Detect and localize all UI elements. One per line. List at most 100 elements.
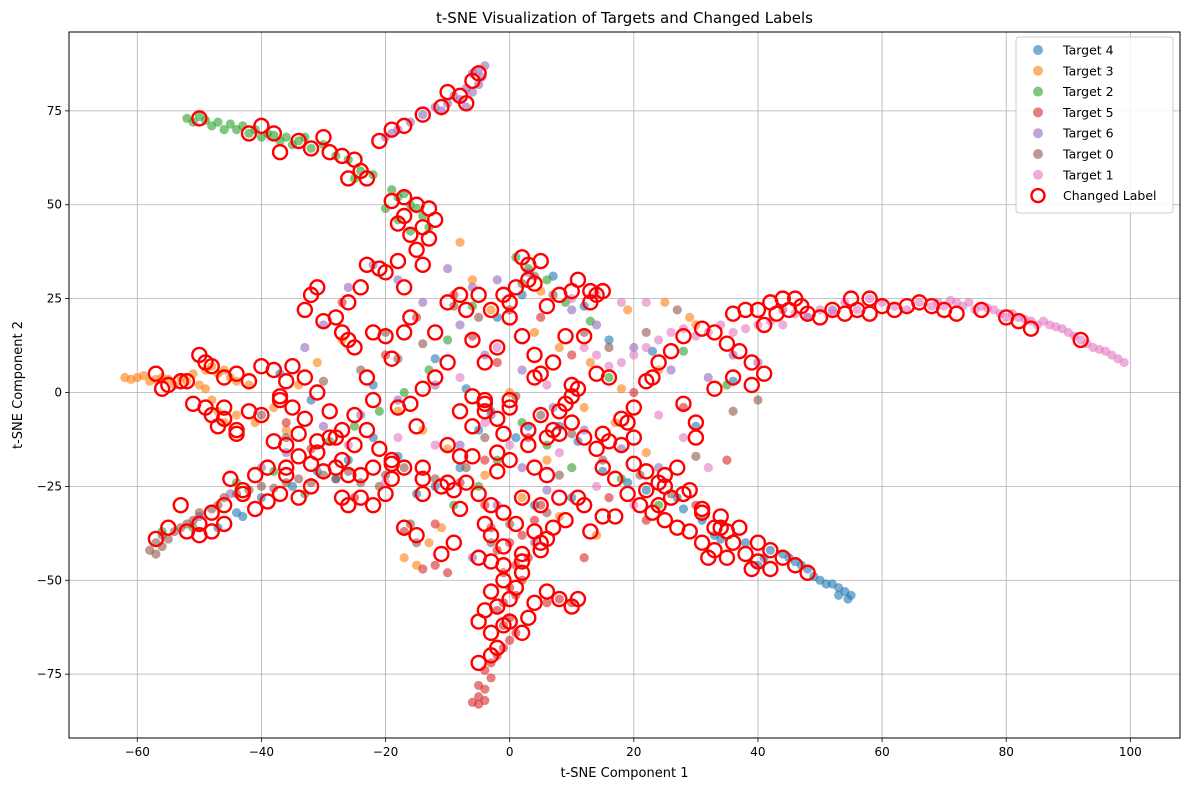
- changed-label-marker: [340, 170, 357, 187]
- changed-label-marker: [513, 489, 531, 506]
- changed-label-marker: [625, 429, 643, 446]
- data-point: [604, 493, 614, 503]
- changed-label-marker: [973, 301, 990, 319]
- x-tick-label: 100: [1119, 745, 1142, 759]
- changed-label-marker: [172, 496, 189, 514]
- changed-label-marker: [737, 545, 754, 563]
- data-point: [579, 342, 589, 353]
- changed-label-marker: [178, 373, 196, 390]
- changed-label-marker: [501, 590, 518, 608]
- data-point: [536, 410, 546, 420]
- data-point: [486, 673, 496, 683]
- data-point: [486, 305, 496, 315]
- data-point: [740, 324, 751, 334]
- data-point: [517, 365, 527, 375]
- y-tick-label: 50: [47, 198, 62, 212]
- changed-label-marker: [315, 128, 332, 146]
- changed-label-marker: [470, 654, 487, 672]
- changed-label-marker: [842, 290, 860, 307]
- data-point: [231, 410, 242, 420]
- data-point: [424, 538, 434, 548]
- data-point: [194, 508, 204, 518]
- changed-label-marker: [302, 140, 320, 157]
- legend-marker-target-5: [1033, 107, 1043, 118]
- data-point: [517, 463, 527, 473]
- data-point: [480, 432, 490, 443]
- changed-label-marker: [513, 327, 531, 345]
- legend-marker-target-1: [1033, 169, 1043, 180]
- changed-label-marker: [389, 399, 407, 416]
- changed-label-marker: [327, 459, 345, 476]
- data-point: [455, 237, 465, 247]
- data-point: [654, 410, 664, 420]
- changed-label-marker: [290, 132, 307, 150]
- data-point: [492, 357, 502, 368]
- changed-label-marker: [538, 583, 556, 600]
- changed-label-marker: [650, 354, 667, 371]
- data-point: [834, 590, 844, 600]
- legend-marker-target-0: [1033, 149, 1043, 159]
- changed-label-marker: [153, 380, 171, 397]
- changed-label-marker: [476, 515, 494, 533]
- data-point: [430, 519, 440, 529]
- changed-label-marker: [433, 545, 450, 563]
- changed-label-marker: [414, 380, 431, 397]
- changed-label-marker: [240, 373, 258, 390]
- changed-label-marker: [551, 489, 568, 506]
- changed-label-marker: [544, 519, 562, 536]
- changed-label-marker: [681, 481, 698, 499]
- changed-label-marker: [1072, 331, 1089, 349]
- changed-label-marker: [364, 391, 382, 409]
- changed-label-marker: [408, 241, 425, 259]
- data-point: [567, 305, 577, 315]
- changed-label-marker: [259, 493, 276, 510]
- x-tick-label: −40: [249, 745, 274, 759]
- changed-label-marker: [458, 95, 475, 112]
- changed-label-marker: [669, 459, 686, 476]
- legend: Target 4 Target 3 Target 2 Target 5 Target 6…: [1015, 36, 1174, 214]
- data-point: [480, 455, 490, 465]
- changed-label-marker: [451, 500, 469, 518]
- data-point: [443, 335, 453, 345]
- data-point: [604, 342, 614, 353]
- changed-label-marker: [786, 557, 804, 574]
- changed-label-marker: [731, 343, 748, 360]
- data-point: [213, 117, 223, 127]
- data-point: [641, 342, 651, 353]
- changed-label-marker: [681, 523, 698, 540]
- changed-label-marker: [706, 380, 723, 397]
- changed-label-marker: [451, 403, 469, 420]
- changed-label-marker: [340, 331, 357, 349]
- changed-label-marker: [557, 327, 574, 345]
- changed-label-marker: [426, 369, 444, 386]
- changed-label-marker: [203, 504, 220, 521]
- changed-label-marker: [402, 309, 419, 326]
- changed-label-marker: [333, 489, 351, 506]
- changed-label-marker: [557, 511, 574, 529]
- changed-label-marker: [594, 459, 611, 476]
- data-point: [474, 692, 484, 702]
- changed-label-marker: [371, 132, 388, 150]
- data-point: [318, 421, 329, 431]
- changed-label-marker: [687, 429, 705, 446]
- plot-frame: [68, 31, 1181, 739]
- changed-label-marker: [265, 433, 283, 450]
- changed-label-marker: [544, 354, 562, 371]
- changed-label-marker: [693, 534, 711, 551]
- changed-label-marker: [526, 275, 543, 292]
- changed-label-marker: [600, 369, 618, 386]
- changed-label-marker: [513, 624, 531, 642]
- changed-label-marker: [625, 399, 643, 416]
- changed-label-marker: [315, 312, 332, 330]
- data-point: [505, 635, 515, 645]
- data-point: [480, 470, 490, 480]
- changed-label-marker: [253, 406, 270, 424]
- legend-marker-changed-label: [1030, 187, 1046, 204]
- changed-label-marker: [383, 455, 400, 473]
- changed-label-marker: [718, 335, 736, 352]
- y-tick-label: 0: [54, 386, 62, 400]
- changed-label-marker: [321, 429, 338, 446]
- data-point: [604, 361, 614, 371]
- data-point: [554, 342, 564, 353]
